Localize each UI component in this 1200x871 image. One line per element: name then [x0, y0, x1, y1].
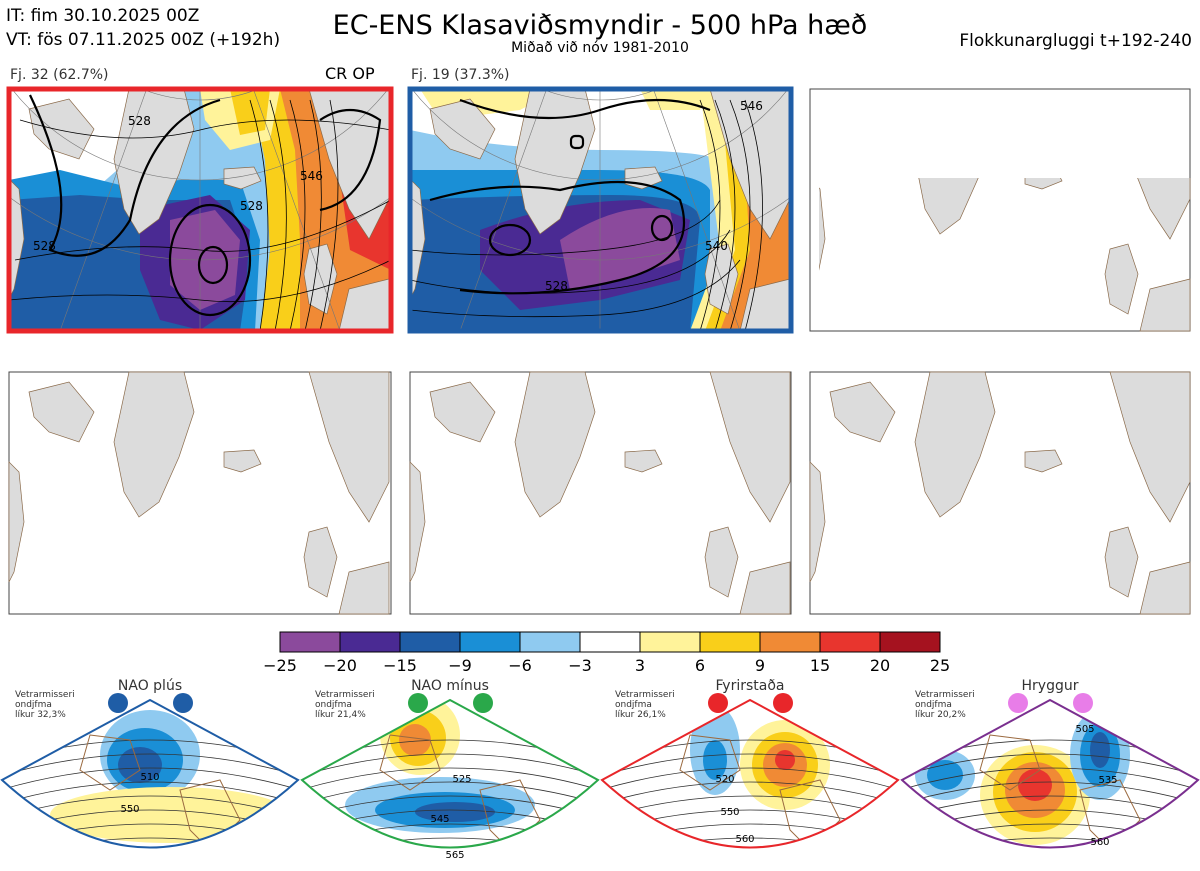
panel-6-map — [809, 371, 1191, 615]
regime-note: líkur 21,4% — [315, 710, 366, 720]
colorbar-bin — [759, 631, 821, 653]
regime-contour-label: 560 — [735, 834, 754, 845]
colorbar-bin — [699, 631, 761, 653]
regime-contour-label: 565 — [445, 850, 464, 861]
regime-contour-label: 550 — [720, 807, 739, 818]
regime-note: ondjfma — [315, 700, 352, 710]
panel-2-map: 528 546 540 — [410, 89, 791, 331]
regime-name: Hryggur — [1022, 678, 1079, 694]
regime-dot — [1008, 693, 1028, 713]
contour-label: 546 — [740, 99, 763, 113]
regime-name: Fyrirstaða — [716, 678, 785, 694]
colorbar-tick-label: 9 — [755, 656, 765, 675]
colorbar-tick-label: −6 — [508, 656, 532, 675]
regime-contour-label: 550 — [120, 804, 139, 815]
panel-1-map: 528 528 546 528 — [9, 89, 391, 331]
page-subtitle: Miðað við nóv 1981-2010 — [511, 40, 689, 56]
colorbar-bin — [579, 631, 641, 653]
classification-window: Flokkunargluggi t+192-240 — [959, 31, 1192, 51]
colorbar-bin — [639, 631, 701, 653]
panel-1-label: Fj. 32 (62.7%) — [10, 67, 109, 83]
regime-note: líkur 26,1% — [615, 710, 666, 720]
contour-label: 528 — [545, 279, 568, 293]
panel-1-tag: CR OP — [325, 64, 375, 83]
colorbar-bin — [819, 631, 881, 653]
regime-contour-label: 560 — [1090, 837, 1109, 848]
regime-dot — [473, 693, 493, 713]
contour-label: 546 — [300, 169, 323, 183]
contour-label: 528 — [33, 239, 56, 253]
regime-name: NAO mínus — [411, 678, 489, 694]
regime-dot — [773, 693, 793, 713]
regime-dot — [408, 693, 428, 713]
colorbar-tick-label: −25 — [263, 656, 297, 675]
colorbar-bin — [339, 631, 401, 653]
colorbar-tick-label: −9 — [448, 656, 472, 675]
panel-4-map — [8, 371, 392, 615]
colorbar-tick-label: −20 — [323, 656, 357, 675]
colorbar-tick-label: −3 — [568, 656, 592, 675]
contour-label: 528 — [240, 199, 263, 213]
regime-frame — [600, 698, 900, 849]
regime-note: ondjfma — [915, 700, 952, 710]
regime-contour-label: 520 — [715, 774, 734, 785]
initial-time: IT: fim 30.10.2025 00Z — [6, 6, 200, 26]
contour-label: 540 — [705, 239, 728, 253]
regime-note: ondjfma — [615, 700, 652, 710]
regime-note: Vetrarmisseri — [915, 690, 975, 700]
header-info: IT: fim 30.10.2025 00Z VT: fös 07.11.202… — [6, 4, 280, 52]
colorbar-bin — [879, 631, 941, 653]
panel-1-frame — [6, 86, 394, 334]
regime-dot — [708, 693, 728, 713]
panel-5-map — [409, 371, 792, 615]
colorbar-tick-label: 25 — [930, 656, 950, 675]
regime-dot — [108, 693, 128, 713]
regime-frame — [900, 698, 1200, 849]
colorbar-tick-label: 15 — [810, 656, 830, 675]
regime-frame — [0, 698, 300, 849]
colorbar: −25 −20 −15 −9 −6 −3 3 6 9 15 20 25 — [263, 631, 950, 675]
regime-dot — [1073, 693, 1093, 713]
regime-contour-label: 525 — [452, 774, 471, 785]
regime-note: líkur 20,2% — [915, 710, 966, 720]
valid-time: VT: fös 07.11.2025 00Z (+192h) — [6, 30, 281, 50]
regime-contour-label: 535 — [1098, 775, 1117, 786]
regime-contour-label: 505 — [1075, 724, 1094, 735]
regime-contour-label: 510 — [140, 772, 159, 783]
regime-note: Vetrarmisseri — [15, 690, 75, 700]
regime-note: ondjfma — [15, 700, 52, 710]
regime-dot — [173, 693, 193, 713]
colorbar-bin — [519, 631, 581, 653]
regime-note: líkur 32,3% — [15, 710, 66, 720]
contour-label: 528 — [128, 114, 151, 128]
regime-frame — [300, 698, 600, 849]
colorbar-bin — [399, 631, 461, 653]
panel-2-frame — [407, 86, 794, 334]
colorbar-tick-label: 20 — [870, 656, 890, 675]
panel-2-label: Fj. 19 (37.3%) — [411, 67, 510, 83]
panel-3-map — [809, 88, 1191, 332]
regime-note: Vetrarmisseri — [315, 690, 375, 700]
colorbar-tick-label: 6 — [695, 656, 705, 675]
regime-contour-label: 545 — [430, 814, 449, 825]
colorbar-bin — [279, 631, 341, 653]
regime-name: NAO plús — [118, 678, 182, 694]
colorbar-tick-label: 3 — [635, 656, 645, 675]
page-title: EC-ENS Klasaviðsmyndir - 500 hPa hæð — [332, 10, 868, 41]
colorbar-bin — [459, 631, 521, 653]
colorbar-tick-label: −15 — [383, 656, 417, 675]
regime-note: Vetrarmisseri — [615, 690, 675, 700]
